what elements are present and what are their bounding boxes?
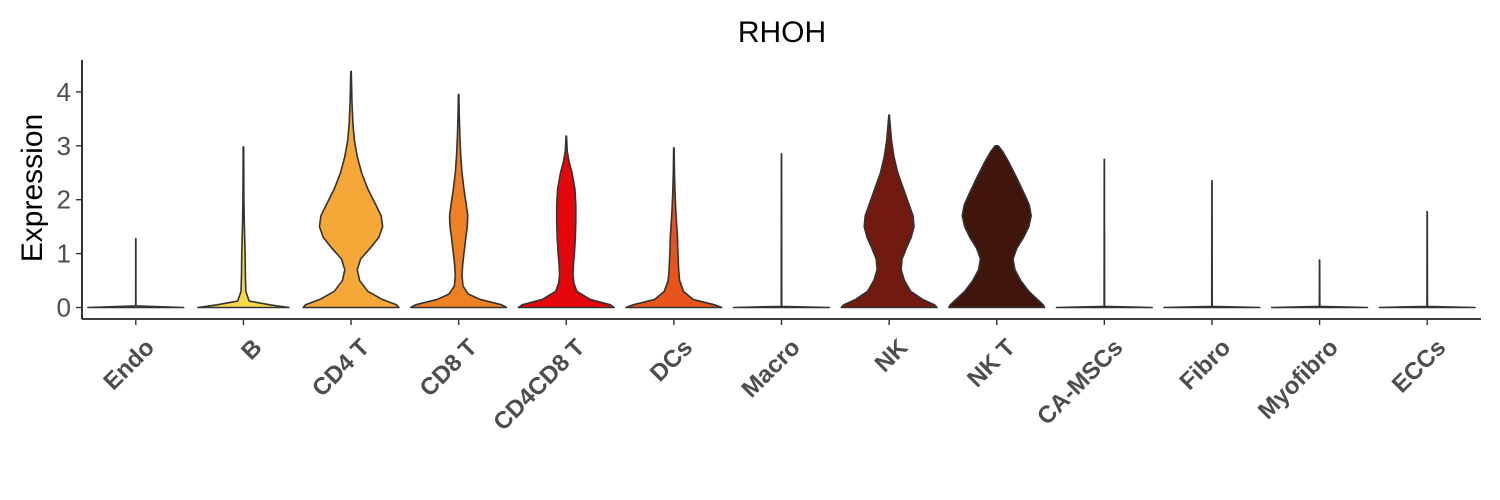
x-tick-label: Endo [98, 334, 160, 396]
violin-nk [840, 114, 938, 309]
x-tick-label: Myofibro [1253, 334, 1344, 425]
y-tick-label: 4 [57, 77, 71, 107]
x-tick-label: Fibro [1175, 334, 1237, 396]
x-tick-label: NK T [962, 334, 1021, 393]
chart-title: RHOH [738, 16, 826, 49]
y-tick-label: 2 [57, 185, 71, 215]
y-tick-label: 0 [57, 293, 71, 323]
y-ticks: 0 1 2 3 4 [57, 77, 82, 323]
violin-eccs [1378, 210, 1476, 309]
x-tick-label: Macro [737, 334, 806, 403]
violin-cd4-t [302, 70, 400, 309]
violin-macro [732, 153, 831, 309]
y-axis-label: Expression [16, 114, 49, 262]
y-tick-label: 1 [57, 239, 71, 269]
x-tick-label: DCs [645, 334, 698, 387]
violin-layer [87, 70, 1476, 309]
violin-cd4cd8-t [517, 135, 615, 309]
x-tick-label: CD8 T [415, 334, 483, 402]
violin-myofibro [1270, 259, 1369, 309]
x-tick-label: NK [870, 334, 914, 378]
x-tick-label: CD4 T [307, 334, 375, 402]
x-tick-label: B [236, 334, 267, 365]
violin-b [197, 146, 290, 309]
violin-cd8-t [409, 93, 508, 309]
violin-dcs [625, 147, 723, 309]
violin-nk-t [948, 145, 1046, 309]
violin-endo [87, 237, 185, 309]
y-tick-label: 3 [57, 131, 71, 161]
violin-ca-mscs [1055, 158, 1154, 309]
x-tick-label: CA-MSCs [1032, 334, 1128, 430]
x-tick-label: CD4CD8 T [488, 334, 590, 436]
violin-fibro [1163, 180, 1261, 309]
x-tick-label: ECCs [1387, 334, 1451, 398]
x-ticks: Endo B CD4 T CD8 T CD4CD8 T DCs Macro NK NK T CA-… [98, 319, 1451, 436]
